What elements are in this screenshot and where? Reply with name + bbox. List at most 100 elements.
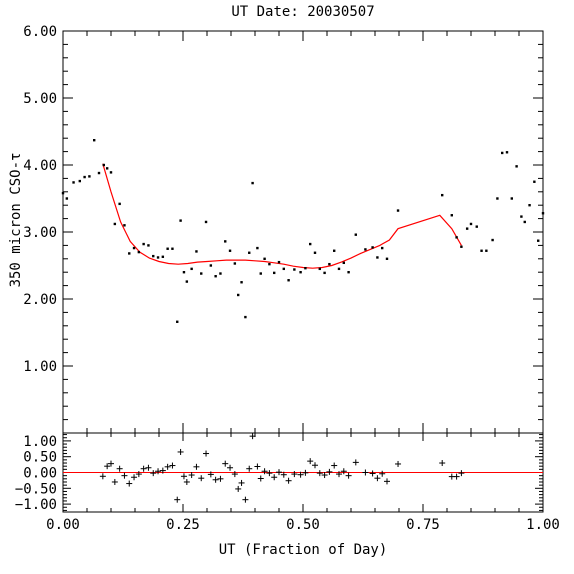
tau-data-point <box>469 222 473 226</box>
tau-data-point <box>273 271 276 275</box>
tau-data-point <box>204 220 208 224</box>
chart-title: UT Date: 20030507 <box>231 4 374 20</box>
tau-data-point <box>156 256 160 259</box>
tau-data-point <box>209 264 213 267</box>
tau-data-point <box>347 271 350 274</box>
residual-point <box>121 472 128 479</box>
residual-y-tick-label: −1.00 <box>15 497 57 513</box>
residual-x-ticks: 0.00 0.25 0.50 0.75 1.00 <box>46 433 560 533</box>
main-y-tick-label: 5.00 <box>23 91 57 107</box>
tau-data-point <box>182 271 186 274</box>
tau-data-point <box>293 268 296 271</box>
residual-point <box>242 496 249 503</box>
residual-x-tick-label: 0.50 <box>286 517 320 533</box>
tau-data-point <box>268 262 271 266</box>
residual-point <box>180 473 187 480</box>
tau-data-point <box>132 246 136 250</box>
tau-data-point <box>224 240 227 243</box>
main-x-ticks <box>86 31 520 433</box>
residual-point <box>340 468 347 475</box>
residual-point <box>227 464 234 471</box>
tau-data-point <box>441 193 444 197</box>
tau-data-point <box>88 175 91 178</box>
residual-point <box>193 463 200 470</box>
residual-point <box>246 465 253 472</box>
residual-point <box>104 463 111 470</box>
residual-point <box>135 471 142 478</box>
tau-data-point <box>259 272 262 275</box>
residual-point <box>99 473 106 480</box>
residual-point <box>280 471 287 478</box>
fit-curve <box>102 163 462 269</box>
residual-point <box>217 475 224 482</box>
residual-point <box>212 476 219 483</box>
residual-y-tick-label: 0.00 <box>23 466 57 482</box>
main-y-ticks: 1.00 2.00 3.00 4.00 5.00 6.00 <box>23 24 543 421</box>
tau-data-point <box>277 260 281 264</box>
residual-y-tick-label: 1.00 <box>23 434 57 450</box>
residual-point <box>203 450 210 457</box>
tau-data-point <box>113 222 117 226</box>
residual-point <box>321 472 328 479</box>
tau-data-point <box>337 267 341 271</box>
tau-data-point <box>376 256 379 259</box>
residual-point <box>271 474 278 481</box>
tau-data-point <box>83 175 86 179</box>
tau-data-point <box>171 247 174 250</box>
main-y-tick-label: 3.00 <box>23 225 57 241</box>
tau-data-point <box>299 271 302 274</box>
residual-x-axis-label: UT (Fraction of Day) <box>219 542 388 558</box>
tau-data-point <box>97 171 101 175</box>
residual-point <box>177 448 184 455</box>
tau-data-point <box>396 209 400 212</box>
main-plot-frame <box>62 30 544 434</box>
residual-point <box>174 496 181 503</box>
residual-point <box>145 464 152 471</box>
residual-y-tick-label: −0.50 <box>15 481 57 497</box>
residual-point <box>169 462 176 469</box>
residual-x-tick-label: 0.75 <box>406 517 440 533</box>
residual-point <box>131 474 138 481</box>
tau-data-point <box>480 249 483 252</box>
tau-data-point <box>465 227 469 230</box>
main-y-tick-label: 2.00 <box>23 292 57 308</box>
tau-data-point <box>248 251 251 254</box>
tau-data-point <box>515 165 518 168</box>
tau-data-point <box>228 249 232 252</box>
tau-data-point <box>176 320 179 323</box>
residual-point <box>231 471 238 478</box>
tau-data-point <box>251 181 254 185</box>
tau-data-point <box>123 224 126 227</box>
tau-data-point <box>65 197 69 200</box>
residual-point <box>188 472 195 479</box>
tau-data-point <box>491 238 494 242</box>
residual-point <box>266 470 273 477</box>
residual-point <box>285 477 292 484</box>
residual-point <box>155 468 162 475</box>
tau-data-point <box>147 244 150 247</box>
tau-data-point <box>190 267 193 271</box>
residual-point <box>379 470 386 477</box>
residual-point <box>345 472 352 479</box>
residual-y-tick-label: 0.50 <box>23 450 57 466</box>
tau-data-point <box>166 247 169 250</box>
tau-data-point <box>263 257 266 260</box>
tau-data-point <box>282 267 285 271</box>
residual-point <box>439 460 446 467</box>
tau-data-point <box>304 266 307 270</box>
tau-data-point <box>381 246 384 250</box>
residual-point <box>352 459 359 466</box>
main-y-axis-label: 350 micron CSO-τ <box>8 153 24 288</box>
tau-data-point <box>541 212 545 215</box>
residual-point <box>302 469 309 476</box>
residual-point <box>238 479 245 486</box>
tau-data-point <box>520 215 523 218</box>
tau-data-point <box>528 204 531 207</box>
residual-point <box>331 462 338 469</box>
tau-data-point <box>118 202 121 206</box>
tau-data-point <box>505 151 509 154</box>
tau-data-point <box>219 272 222 275</box>
residual-point <box>183 478 190 485</box>
tau-data-point <box>240 281 243 284</box>
